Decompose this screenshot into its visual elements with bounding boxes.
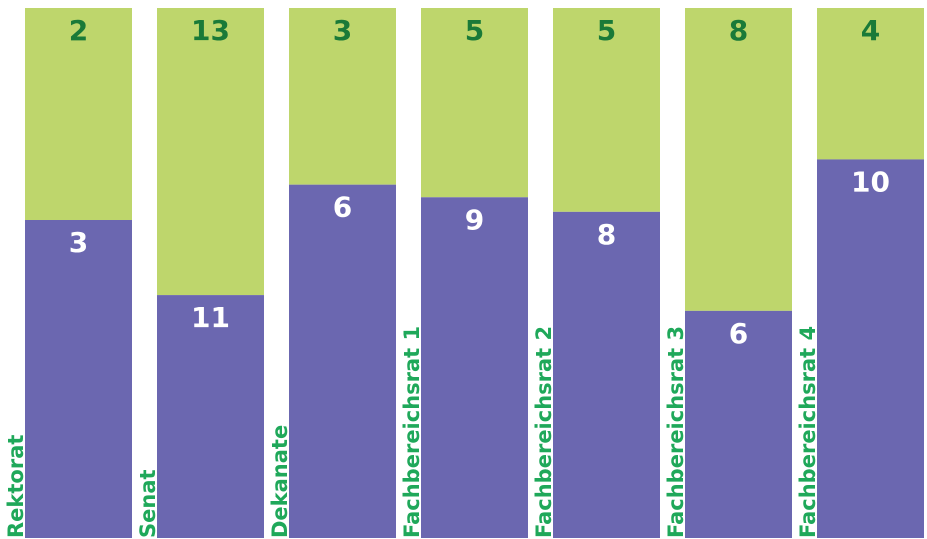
bar-upper-fachbereichsrat-3 [685, 8, 792, 311]
bar-upper-rektorat [25, 8, 132, 220]
bar-upper-fachbereichsrat-2 [553, 8, 660, 212]
category-label-fachbereichsrat-3: Fachbereichsrat 3 [664, 326, 688, 538]
value-label-upper-fachbereichsrat-4: 4 [861, 14, 880, 47]
value-label-lower-senat: 11 [191, 301, 230, 334]
category-label-fachbereichsrat-1: Fachbereichsrat 1 [400, 326, 424, 538]
bar-lower-fachbereichsrat-1 [421, 197, 528, 539]
bar-upper-fachbereichsrat-4 [817, 8, 924, 160]
bar-lower-fachbereichsrat-2 [553, 211, 660, 538]
value-label-lower-rektorat: 3 [69, 226, 88, 259]
bar-upper-fachbereichsrat-1 [421, 8, 528, 198]
value-label-lower-fachbereichsrat-3: 6 [729, 317, 748, 350]
bar-upper-senat [157, 8, 264, 296]
value-label-lower-fachbereichsrat-2: 8 [597, 218, 616, 251]
category-label-fachbereichsrat-4: Fachbereichsrat 4 [796, 326, 820, 538]
bar-lower-fachbereichsrat-4 [817, 159, 924, 538]
value-label-upper-dekanate: 3 [333, 14, 352, 47]
value-label-upper-senat: 13 [191, 14, 230, 47]
value-label-upper-rektorat: 2 [69, 14, 88, 47]
bar-lower-rektorat [25, 220, 132, 538]
bars-layer [25, 8, 924, 539]
value-label-upper-fachbereichsrat-1: 5 [465, 14, 484, 47]
bar-upper-dekanate [289, 8, 396, 185]
bar-lower-dekanate [289, 184, 396, 538]
category-label-rektorat: Rektorat [4, 435, 28, 538]
value-label-lower-fachbereichsrat-1: 9 [465, 203, 484, 236]
bar-lower-senat [157, 295, 264, 538]
value-label-lower-dekanate: 6 [333, 191, 352, 224]
value-label-upper-fachbereichsrat-3: 8 [729, 14, 748, 47]
category-label-fachbereichsrat-2: Fachbereichsrat 2 [532, 326, 556, 538]
category-label-senat: Senat [136, 469, 160, 538]
value-label-lower-fachbereichsrat-4: 10 [851, 165, 890, 198]
category-label-dekanate: Dekanate [268, 425, 292, 538]
bar-lower-fachbereichsrat-3 [685, 310, 792, 538]
labels-layer: 2 3 Rektorat 13 11 Senat 3 6 Dekanate 5 9 Fachberei… [4, 14, 890, 538]
value-label-upper-fachbereichsrat-2: 5 [597, 14, 616, 47]
